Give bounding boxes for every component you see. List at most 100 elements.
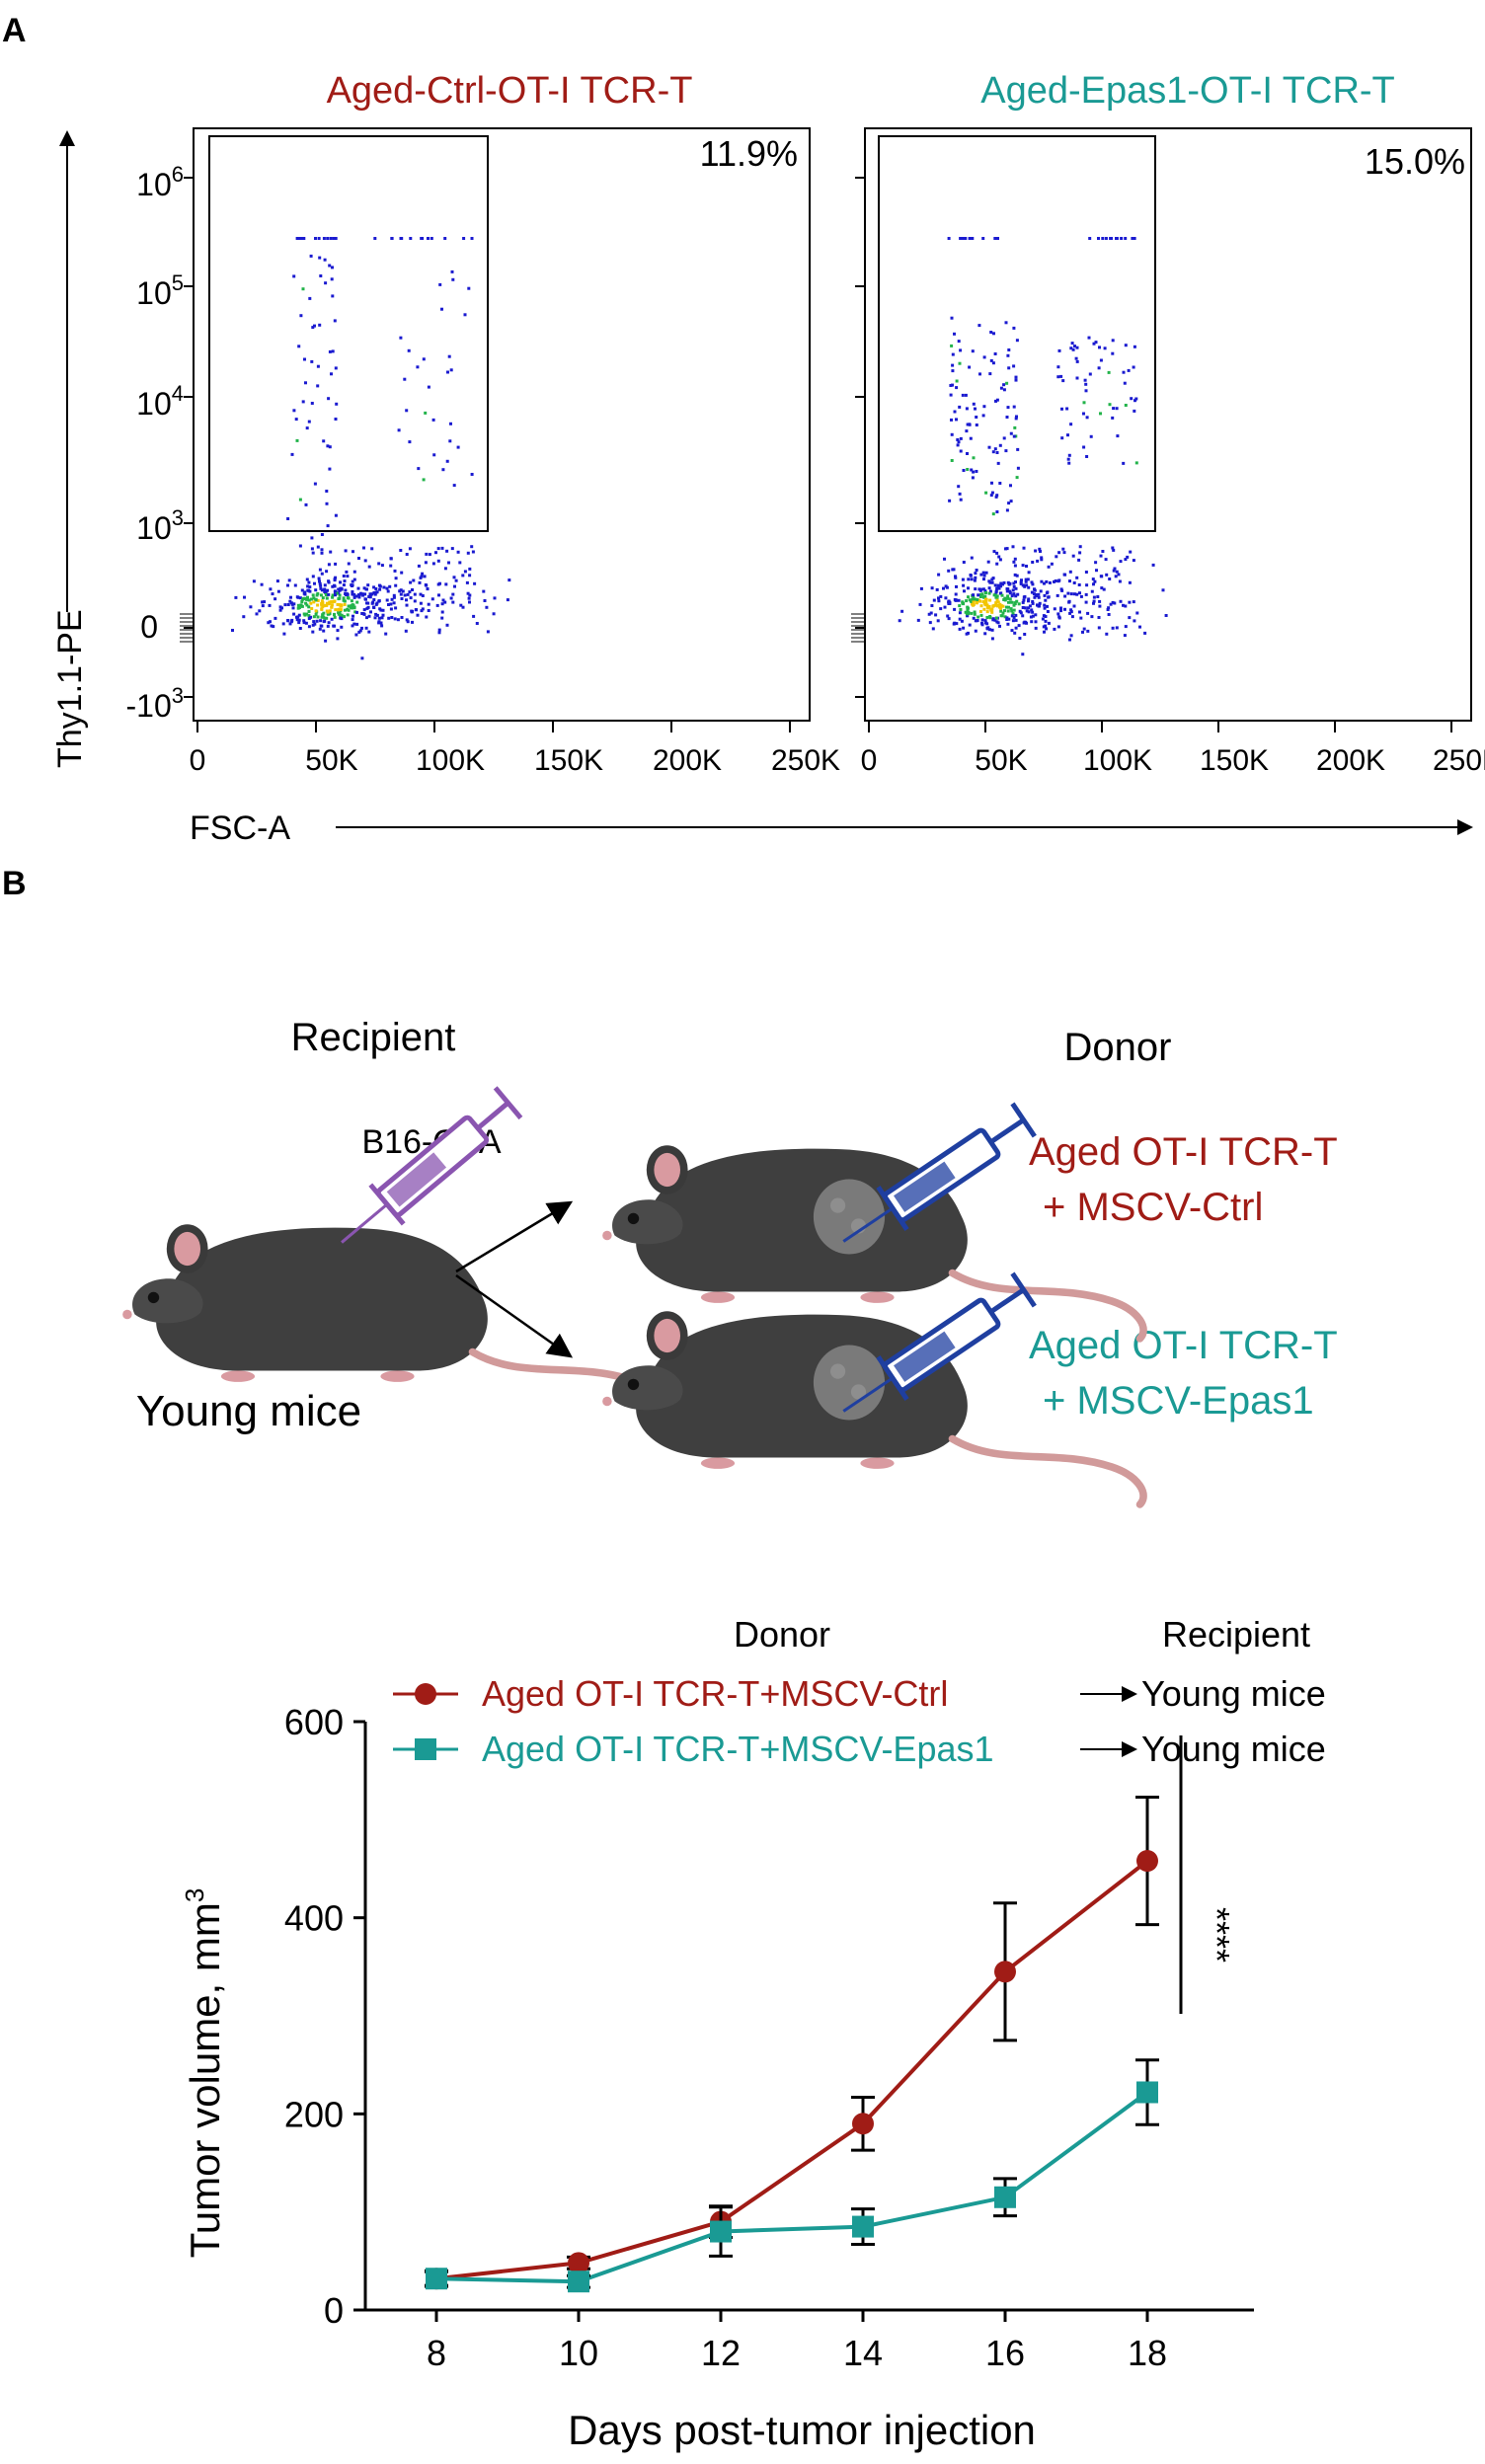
flow-event bbox=[368, 595, 372, 599]
flow-event bbox=[1010, 594, 1014, 598]
tumor-mouse-epas1 bbox=[602, 1311, 1143, 1504]
flow-event bbox=[953, 410, 957, 414]
flow-event bbox=[1002, 598, 1006, 601]
flow-event bbox=[953, 607, 957, 611]
flow-event bbox=[1084, 600, 1088, 604]
flow-event bbox=[1044, 624, 1048, 628]
flow-event bbox=[384, 632, 388, 636]
flow-event bbox=[1027, 597, 1031, 601]
flow-event bbox=[978, 372, 981, 376]
flow-event bbox=[492, 612, 496, 616]
flow-event bbox=[1122, 370, 1126, 374]
flow-event bbox=[1068, 570, 1072, 574]
flow-event bbox=[1002, 388, 1006, 392]
flow-event bbox=[1010, 629, 1014, 633]
flow-event bbox=[357, 630, 361, 634]
panel-label-a: A bbox=[2, 12, 27, 49]
flow-event bbox=[325, 596, 329, 600]
flow-event bbox=[475, 622, 479, 625]
flow-event bbox=[999, 591, 1003, 595]
flow-event bbox=[1124, 404, 1128, 407]
flow-event bbox=[1005, 416, 1009, 419]
flow-xlabel: FSC-A bbox=[190, 809, 290, 847]
flow-event bbox=[242, 615, 246, 619]
flow-event bbox=[307, 420, 311, 424]
flow-event bbox=[306, 588, 310, 592]
flow-event bbox=[1030, 580, 1034, 584]
flow-event bbox=[987, 591, 991, 595]
flow-event bbox=[1124, 625, 1128, 629]
flow-event bbox=[1039, 589, 1043, 593]
flow-event bbox=[1014, 375, 1018, 379]
flow-event bbox=[313, 581, 316, 585]
flow-event bbox=[950, 344, 954, 347]
flow-event bbox=[1002, 436, 1006, 440]
flow-event bbox=[319, 619, 323, 623]
flow-event bbox=[950, 432, 954, 436]
flow-event bbox=[351, 618, 354, 622]
flow-event bbox=[352, 614, 354, 618]
flow-event bbox=[994, 601, 998, 605]
flow-event bbox=[975, 619, 978, 623]
flow-event bbox=[1112, 407, 1116, 411]
flow-event bbox=[323, 583, 327, 587]
schema-young-mice-label: Young mice bbox=[136, 1387, 361, 1435]
flow-event bbox=[1034, 593, 1038, 597]
flow-event bbox=[1069, 608, 1073, 612]
flow-event bbox=[990, 628, 994, 632]
flow-event bbox=[1005, 589, 1009, 593]
flow-event bbox=[966, 608, 970, 612]
flow-event bbox=[1013, 564, 1017, 568]
flow-event bbox=[1012, 592, 1016, 596]
flow-event bbox=[1005, 618, 1009, 621]
flow-event bbox=[951, 383, 954, 387]
flow-event bbox=[1123, 381, 1127, 385]
flow-event bbox=[367, 595, 371, 598]
flow-event bbox=[1010, 600, 1014, 604]
flow-event bbox=[1084, 389, 1088, 393]
flow-event bbox=[372, 585, 376, 589]
flow-event bbox=[953, 332, 956, 336]
flow-event bbox=[1006, 594, 1010, 598]
flow-event bbox=[1043, 603, 1047, 607]
flow-event bbox=[1041, 617, 1045, 621]
flow-event bbox=[994, 495, 998, 499]
flow-event bbox=[999, 609, 1003, 613]
flow-event bbox=[295, 615, 298, 619]
flow-event bbox=[352, 622, 356, 626]
flow-event bbox=[325, 603, 329, 607]
flow-event bbox=[325, 501, 329, 505]
flow-event bbox=[1063, 607, 1066, 611]
flow-event bbox=[993, 447, 997, 451]
flow-event bbox=[307, 580, 311, 584]
flow-event bbox=[424, 561, 428, 565]
flow-event bbox=[1030, 590, 1034, 594]
flow-event bbox=[1084, 571, 1088, 574]
flow-event bbox=[1006, 609, 1010, 613]
flow-event bbox=[456, 550, 460, 554]
flow-ytick-1e3: 103 bbox=[136, 505, 184, 546]
series-line bbox=[435, 2090, 1149, 2284]
flow-event bbox=[955, 584, 958, 588]
flow-event bbox=[412, 578, 416, 582]
flow-event bbox=[372, 591, 376, 594]
flow-event bbox=[269, 587, 273, 591]
flow-event bbox=[1059, 374, 1063, 378]
flow-event bbox=[1002, 580, 1006, 584]
flow-event bbox=[420, 575, 424, 578]
flow-event bbox=[471, 550, 475, 554]
flow-event bbox=[1098, 604, 1102, 608]
flow-event bbox=[1075, 576, 1079, 579]
flow-event bbox=[340, 603, 344, 607]
flow-event bbox=[299, 603, 303, 607]
flow-event bbox=[420, 609, 424, 613]
flow-event bbox=[465, 580, 469, 584]
flow-event bbox=[990, 607, 994, 611]
flow-event bbox=[995, 398, 999, 402]
flow-event bbox=[443, 237, 447, 240]
flow-event bbox=[1005, 381, 1009, 385]
flow-event bbox=[980, 592, 984, 596]
flow-event bbox=[315, 619, 319, 623]
flow-event bbox=[1031, 600, 1035, 603]
flow-event bbox=[1068, 611, 1072, 615]
